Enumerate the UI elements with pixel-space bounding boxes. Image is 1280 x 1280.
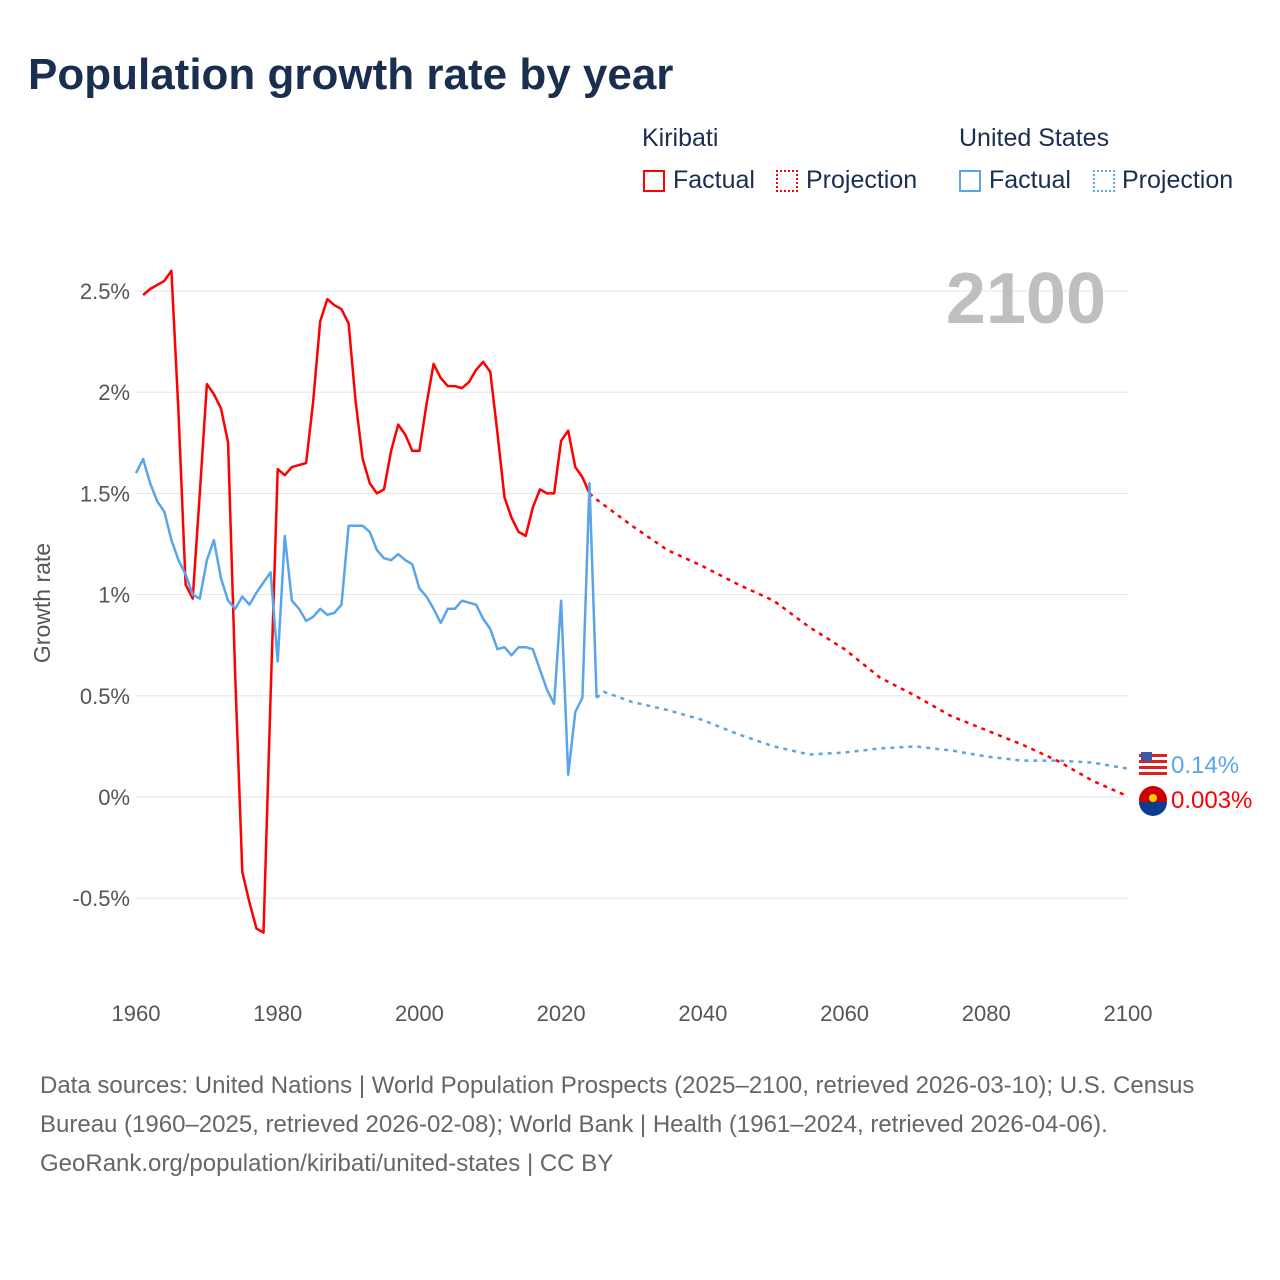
series-line-united-states-projection: [595, 690, 1129, 770]
legend-kiribati-factual[interactable]: Factual: [673, 166, 755, 194]
legend-swatch-us-factual: [959, 170, 981, 192]
y-tick-label: 0.5%: [80, 684, 130, 709]
us-flag-stripe: [1139, 754, 1167, 757]
legend-kiribati-projection[interactable]: Projection: [806, 166, 918, 194]
footer-sources: Data sources: United Nations | World Pop…: [40, 1072, 1195, 1138]
y-tick-label: 1%: [98, 583, 130, 608]
legend-us-factual[interactable]: Factual: [989, 166, 1071, 194]
kiribati-flag-sun: [1149, 794, 1157, 802]
footer-link[interactable]: GeoRank.org/population/kiribati/united-s…: [40, 1150, 614, 1177]
y-tick-label: 1.5%: [80, 481, 130, 506]
x-tick-label: 2000: [395, 1001, 444, 1026]
y-tick-label: -0.5%: [73, 886, 130, 911]
us-flag-stripe: [1139, 760, 1167, 763]
y-tick-label: 2%: [98, 380, 130, 405]
legend-group-us: United States: [959, 124, 1110, 152]
legend-group-kiribati: Kiribati: [642, 124, 719, 152]
us-flag-stripe: [1139, 772, 1167, 775]
end-value-label: 0.003%: [1171, 787, 1252, 814]
legend-swatch-kiribati-factual: [643, 170, 665, 192]
x-tick-label: 2060: [820, 1001, 869, 1026]
kiribati-flag-sea: [1139, 802, 1167, 816]
x-tick-label: 2080: [962, 1001, 1011, 1026]
series-line-united-states-factual: [134, 457, 598, 776]
x-tick-label: 2100: [1104, 1001, 1153, 1026]
y-tick-label: 0%: [98, 785, 130, 810]
us-flag-stripe: [1139, 766, 1167, 769]
series-line-kiribati-factual: [142, 269, 591, 934]
x-tick-label: 2040: [678, 1001, 727, 1026]
y-axis-label: Growth rate: [29, 543, 55, 663]
legend-us-projection[interactable]: Projection: [1122, 166, 1234, 194]
y-tick-label: 2.5%: [80, 279, 130, 304]
legend-swatch-us-projection: [1093, 170, 1115, 192]
legend-swatch-kiribati-projection: [776, 170, 798, 192]
plot-area: 2.5% 2% 1.5% 1% 0.5% 0% -0.5% 1960 1980 2000 2020 2…: [29, 259, 1252, 1026]
current-year-label: 2100: [946, 259, 1106, 339]
x-tick-label: 1980: [253, 1001, 302, 1026]
chart-title: Population growth rate by year: [28, 50, 674, 99]
footer: Data sources: United Nations | World Pop…: [40, 1066, 1230, 1183]
series-line-kiribati-projection: [588, 492, 1129, 798]
end-value-label: 0.14%: [1171, 752, 1239, 779]
us-flag-canton: [1141, 752, 1152, 761]
x-tick-label: 1960: [112, 1001, 161, 1026]
x-tick-label: 2020: [537, 1001, 586, 1026]
